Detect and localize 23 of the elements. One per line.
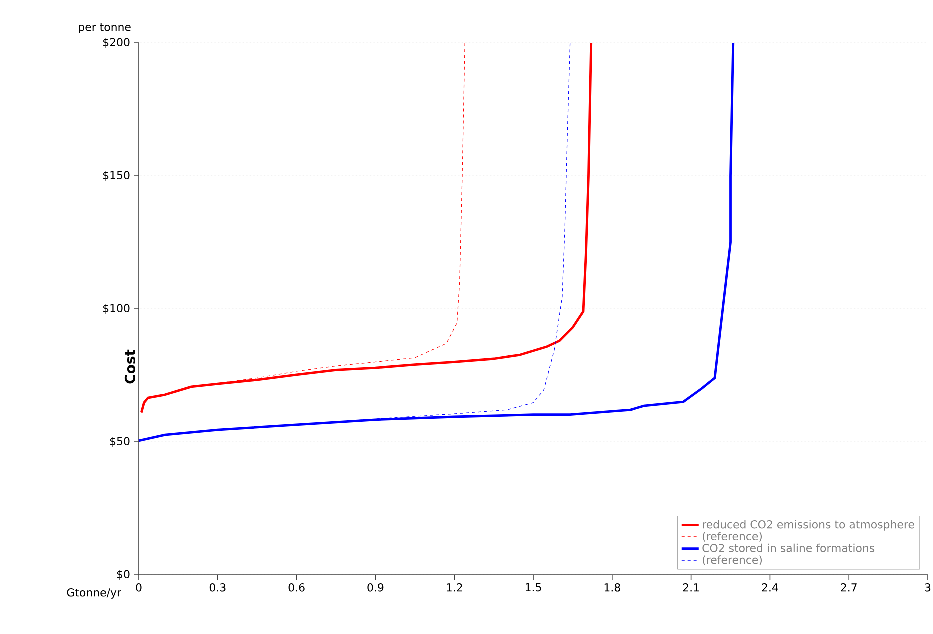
x-tick-label: 3 xyxy=(925,584,931,592)
legend-label: (reference) xyxy=(703,532,762,542)
legend-label: reduced CO2 emissions to atmosphere xyxy=(703,520,914,531)
x-axis-title: Gtonne/yr xyxy=(67,588,122,599)
text: per tonne xyxy=(79,24,131,34)
x-tick-label: 1.2 xyxy=(447,584,462,592)
y-tick-label: $50 xyxy=(110,437,130,447)
x-tick-label: 2.4 xyxy=(762,584,778,592)
y-axis-title: Cost xyxy=(124,350,136,384)
legend-label: (reference) xyxy=(703,556,762,566)
x-tick-label: 0.3 xyxy=(210,584,226,592)
y-tick-label: $200 xyxy=(103,38,130,48)
x-tick-label: 1.5 xyxy=(526,584,542,592)
y-tick-label: $100 xyxy=(103,304,130,314)
x-tick-label: 1.8 xyxy=(604,584,620,592)
x-tick-label: 2.7 xyxy=(841,584,857,592)
legend-label: CO2 stored in saline formations xyxy=(702,544,875,552)
y-tick-label: $150 xyxy=(103,171,130,181)
x-tick-label: 2.1 xyxy=(683,584,699,592)
x-tick-label: 0.6 xyxy=(288,584,305,592)
y-tick-label: $0 xyxy=(117,570,130,580)
x-tick-label: 0.9 xyxy=(368,584,384,592)
x-tick-label: 0 xyxy=(136,584,142,592)
